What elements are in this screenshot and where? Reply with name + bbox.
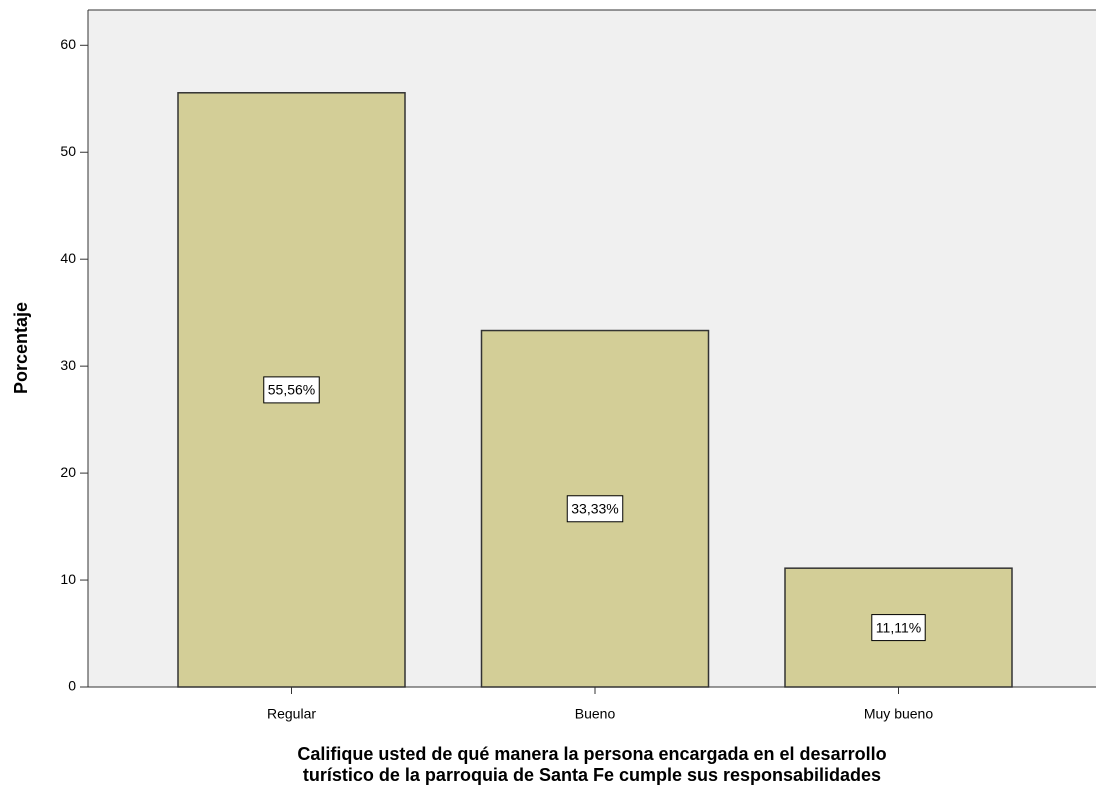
x-tick-label: Bueno bbox=[575, 706, 616, 722]
value-label: 55,56% bbox=[268, 382, 315, 398]
y-tick-label: 30 bbox=[60, 357, 76, 373]
value-label: 11,11% bbox=[876, 619, 921, 635]
x-axis-title: Califique usted de qué manera la persona… bbox=[297, 744, 886, 764]
x-tick-label: Muy bueno bbox=[864, 706, 933, 722]
value-label: 33,33% bbox=[571, 500, 618, 516]
bar bbox=[480, 329, 710, 688]
y-tick-label: 20 bbox=[60, 464, 76, 480]
y-tick-label: 0 bbox=[68, 678, 76, 694]
value-label-box bbox=[263, 376, 320, 404]
y-tick-label: 60 bbox=[60, 36, 76, 52]
y-tick-label: 40 bbox=[60, 250, 76, 266]
value-label-box bbox=[566, 495, 624, 523]
y-tick-label: 50 bbox=[60, 143, 76, 159]
x-tick-label: Regular bbox=[267, 706, 316, 722]
x-axis-title: turístico de la parroquia de Santa Fe cu… bbox=[303, 765, 881, 785]
value-label-box bbox=[871, 614, 926, 642]
y-tick-label: 10 bbox=[60, 571, 76, 587]
y-axis-title: Porcentaje bbox=[11, 302, 31, 394]
